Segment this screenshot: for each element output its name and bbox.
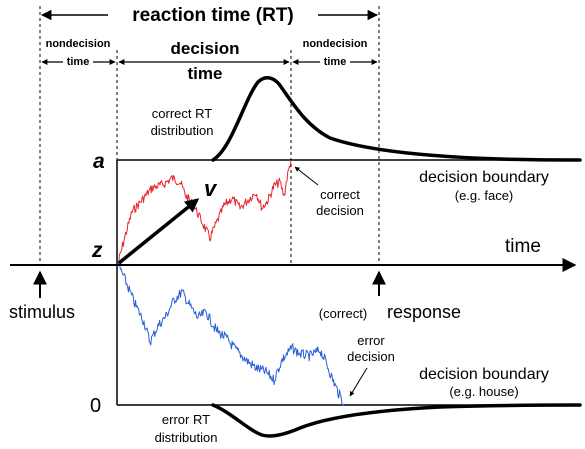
correct-paren-label: (correct) bbox=[319, 306, 367, 321]
error-rt-label: error RT bbox=[162, 412, 210, 427]
error-decision-label-2: decision bbox=[347, 349, 395, 364]
upper-boundary-example: (e.g. face) bbox=[455, 188, 514, 203]
error-decision-pointer bbox=[349, 367, 368, 397]
correct-rt-label-2: distribution bbox=[151, 123, 214, 138]
boundary-zero-label: 0 bbox=[90, 395, 101, 417]
correct-rt-label: correct RT bbox=[152, 106, 212, 121]
lower-boundary-example: (e.g. house) bbox=[449, 384, 518, 399]
boundary-a-label: a bbox=[93, 150, 105, 173]
error-rt-label-2: distribution bbox=[155, 430, 218, 445]
nondecision-right-time: time bbox=[324, 56, 347, 68]
correct-decision-label-2: decision bbox=[316, 203, 364, 218]
dashed-guides bbox=[39, 6, 380, 264]
nondecision-left-time: time bbox=[67, 56, 90, 68]
drift-v-label: v bbox=[204, 176, 218, 201]
lower-boundary-label: decision boundary bbox=[419, 366, 549, 383]
stimulus-label: stimulus bbox=[9, 302, 75, 322]
drift-arrow-icon bbox=[117, 198, 200, 265]
start-point-z-label: z bbox=[91, 239, 103, 262]
upper-boundary-label: decision boundary bbox=[419, 169, 549, 186]
correct-decision-pointer bbox=[294, 166, 319, 186]
correct-rt-distribution bbox=[211, 76, 582, 162]
nondecision-right-label: nondecision bbox=[303, 38, 368, 50]
error-evidence-path bbox=[117, 261, 345, 407]
correct-decision-label: correct bbox=[320, 187, 360, 202]
rt-title: reaction time (RT) bbox=[132, 5, 294, 26]
response-label: response bbox=[387, 302, 461, 322]
decision-time-label: decision bbox=[171, 39, 240, 58]
correct-evidence-path bbox=[117, 159, 292, 265]
nondecision-left-label: nondecision bbox=[46, 38, 111, 50]
decision-time-word: time bbox=[188, 64, 223, 83]
time-axis-label: time bbox=[505, 236, 541, 257]
error-rt-distribution bbox=[211, 403, 582, 438]
error-decision-label: error bbox=[357, 333, 385, 348]
